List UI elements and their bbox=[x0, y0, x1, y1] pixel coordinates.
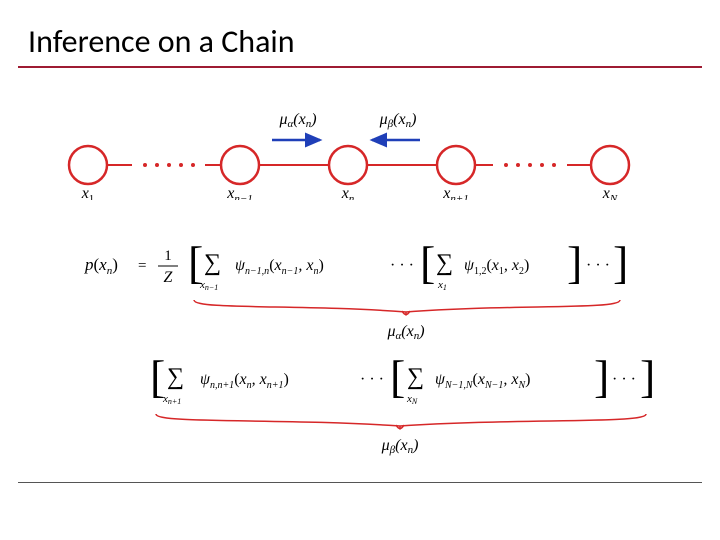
svg-text:∑: ∑ bbox=[436, 250, 453, 276]
node-x1 bbox=[69, 146, 107, 184]
eq-oneoverZ: 1 bbox=[164, 248, 172, 264]
svg-text:[: [ bbox=[420, 237, 435, 288]
svg-text:]: ] bbox=[594, 351, 609, 402]
eq-psi-nm1: ψn−1,n(xn−1, xn) bbox=[235, 257, 324, 277]
mu-beta-label: μβ(xn) bbox=[379, 111, 417, 130]
label-xN: xN bbox=[602, 185, 618, 200]
svg-text:· · ·: · · · bbox=[612, 371, 636, 388]
eq-lhs: p(xn) bbox=[84, 255, 118, 277]
svg-text:]: ] bbox=[640, 351, 655, 402]
svg-text:xn+1: xn+1 bbox=[162, 393, 181, 406]
svg-text:]: ] bbox=[613, 237, 628, 288]
eq-psi-np1: ψn,n+1(xn, xn+1) bbox=[200, 371, 289, 391]
label-xn: xn bbox=[341, 185, 355, 200]
svg-text:∑: ∑ bbox=[204, 250, 221, 276]
footer-rule bbox=[18, 482, 702, 483]
svg-text:]: ] bbox=[567, 237, 582, 288]
node-xn bbox=[329, 146, 367, 184]
svg-text:[: [ bbox=[390, 351, 405, 402]
title-underline bbox=[18, 66, 702, 68]
eq-psi-12: ψ1,2(x1, x2) bbox=[464, 257, 529, 277]
node-xN bbox=[591, 146, 629, 184]
node-xnp1 bbox=[437, 146, 475, 184]
page-title: Inference on a Chain bbox=[28, 22, 295, 61]
label-xnm1: xn−1 bbox=[226, 185, 253, 200]
underbrace-beta-label: μβ(xn) bbox=[381, 437, 419, 456]
underbrace-alpha bbox=[194, 300, 620, 315]
svg-text:xn−1: xn−1 bbox=[199, 279, 218, 292]
chain-diagram: μα(xn) μβ(xn) x1 xn−1 xn xn+1 xN bbox=[0, 100, 720, 200]
mu-alpha-label: μα(xn) bbox=[278, 111, 316, 130]
svg-text:=: = bbox=[138, 258, 146, 274]
node-xnm1 bbox=[221, 146, 259, 184]
svg-text:· · ·: · · · bbox=[390, 257, 414, 274]
equation-block: p(xn) = 1 Z [ ∑ xn−1 ψn−1,n(xn−1, xn) · … bbox=[0, 222, 720, 482]
svg-text:· · ·: · · · bbox=[586, 257, 610, 274]
eq-psi-N: ψN−1,N(xN−1, xN) bbox=[435, 371, 531, 391]
svg-text:∑: ∑ bbox=[407, 364, 424, 390]
svg-text:∑: ∑ bbox=[167, 364, 184, 390]
underbrace-alpha-label: μα(xn) bbox=[386, 323, 424, 342]
svg-text:xN: xN bbox=[406, 393, 418, 406]
svg-text:Z: Z bbox=[164, 269, 174, 286]
underbrace-beta bbox=[156, 414, 646, 429]
label-xnp1: xn+1 bbox=[442, 185, 469, 200]
svg-text:x1: x1 bbox=[437, 279, 447, 292]
label-x1: x1 bbox=[81, 185, 95, 200]
svg-text:· · ·: · · · bbox=[360, 371, 384, 388]
